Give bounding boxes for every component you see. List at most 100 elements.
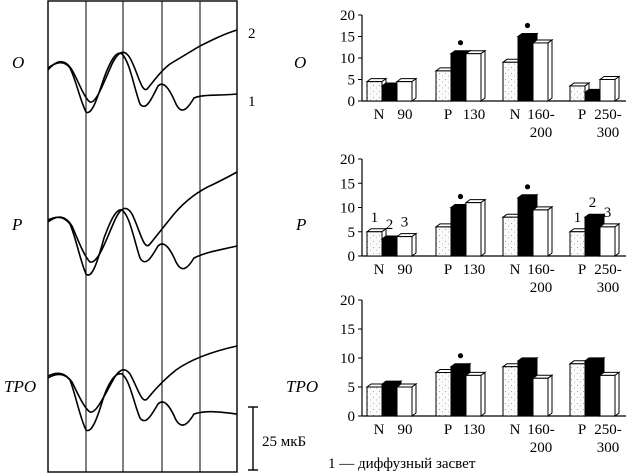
bar [396,81,413,102]
bar-side [547,374,553,417]
bar-side [480,49,486,102]
bar-side [411,232,417,257]
bar [396,386,413,417]
bar-side [614,222,620,257]
bar [465,202,482,257]
y-tick-label: 20 [340,152,355,168]
x-category-label: 200 [530,440,553,456]
x-category-label: 250- [594,262,622,278]
significance-dot [524,184,531,190]
bar-side [614,371,620,417]
bar [517,36,534,102]
y-tick-label: 20 [340,8,355,24]
x-category-label: 130 [463,422,486,438]
bar [599,79,616,102]
bar [517,360,534,417]
bar [435,70,452,102]
x-category-label: 250- [594,107,622,123]
x-category-label: 300 [597,440,620,456]
x-category-label: 200 [530,125,553,141]
x-category-label: 300 [597,280,620,296]
bar-side [411,77,417,102]
bar-side [480,371,486,417]
bar [366,231,383,257]
x-category-label: 200 [530,280,553,296]
x-category-label: P [578,262,586,278]
x-category-label: 160- [527,107,555,123]
significance-dot [457,353,464,359]
x-category-label: N [510,422,521,438]
y-tick-label: 0 [348,94,356,110]
bar-number-label: 2 [386,217,394,233]
bar [532,42,549,102]
erg-trace-2 [47,29,238,103]
x-category-label: N [374,262,385,278]
y-tick-label: 10 [340,351,355,367]
bar-number-label: 2 [589,195,597,211]
row-label-o: O [12,53,24,72]
bar [569,231,586,257]
bar-number-label: 3 [604,205,612,221]
y-tick-label: 15 [340,176,355,192]
bar-side [411,383,417,417]
x-category-label: P [578,422,586,438]
bar [584,91,601,102]
significance-dot [457,40,464,46]
x-category-label: 130 [463,262,486,278]
erg-traces-panel: 2 1 O P TPO 25 мкБ [4,0,306,473]
erg-trace-2 [47,345,238,413]
x-category-label: P [444,262,452,278]
bar [569,363,586,417]
x-category-label: 160- [527,262,555,278]
bar-side [480,198,486,257]
bar-side [547,205,553,257]
bar [502,216,519,257]
bar-chart-tpo: 0 5 10 15 20 N 90 P 130 N 160- 200 P 250- 300 [340,293,626,456]
bar [465,53,482,102]
y-tick-label: 10 [340,201,355,217]
bar [435,372,452,417]
y-tick-label: 15 [340,30,355,46]
bar-number-label: 1 [371,210,379,226]
row-label-tpo: TPO [4,377,36,396]
bar-number-label: 1 [574,210,582,226]
bar [450,207,467,257]
y-tick-label: 15 [340,322,355,338]
bar-side [614,75,620,102]
bar [366,81,383,102]
row-label-p: P [11,215,22,234]
x-category-label: N [374,107,385,123]
y-tick-label: 10 [340,51,355,67]
bar [381,85,398,102]
x-category-label: N [510,262,521,278]
chart-row-label-tpo: TPO [286,377,318,396]
trace-label-1: 1 [248,94,256,110]
bar [532,377,549,417]
y-tick-label: 20 [340,293,355,309]
chart-row-label-p: P [295,215,306,234]
bar [450,53,467,102]
x-category-label: P [444,107,452,123]
bar [569,85,586,102]
x-category-label: 130 [463,107,486,123]
bar [366,386,383,417]
significance-dot [457,193,464,200]
trace-label-2: 2 [248,26,256,42]
x-category-label: P [578,107,586,123]
x-category-label: N [374,422,385,438]
bar [465,374,482,417]
bar [584,360,601,417]
bar [584,216,601,257]
bar [396,236,413,257]
x-category-label: P [444,422,452,438]
x-category-label: 90 [398,262,413,278]
bar [381,383,398,417]
x-category-label: 300 [597,125,620,141]
y-tick-label: 0 [348,409,356,425]
erg-trace-1 [47,372,238,432]
significance-dot [524,22,531,29]
legend-note: 1 — диффузный засвет [328,456,476,472]
y-tick-label: 0 [348,249,356,265]
bar [502,366,519,417]
